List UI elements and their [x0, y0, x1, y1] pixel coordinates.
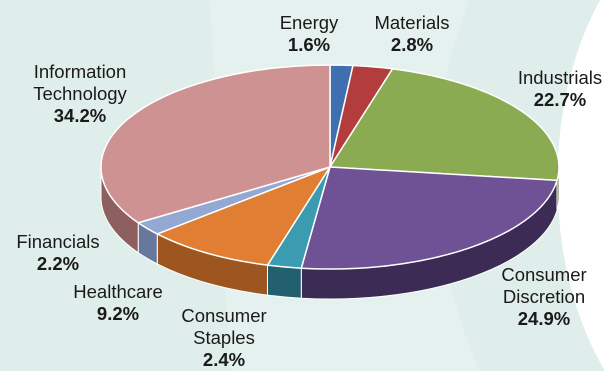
pie-top-layer	[100, 64, 560, 270]
slice-value-label: 9.2%	[97, 303, 139, 324]
slice-name-label: Information	[34, 61, 127, 82]
slice-name-label: Staples	[193, 327, 255, 348]
pie-slice-information-technology	[100, 64, 331, 224]
pie-side-layer	[100, 166, 560, 300]
slice-value-label: 2.8%	[391, 34, 433, 55]
slice-value-label: 22.7%	[534, 89, 586, 110]
slice-value-label: 1.6%	[288, 34, 330, 55]
slice-name-label: Healthcare	[73, 281, 162, 302]
pie-slice-industrials	[329, 68, 560, 182]
slice-name-label: Energy	[280, 12, 339, 33]
pie-side-consumer-staples	[266, 264, 302, 299]
slice-value-label: 24.9%	[518, 308, 570, 329]
slice-name-label: Discretion	[503, 286, 585, 307]
pie-slice-consumer-discretion	[300, 166, 558, 270]
pie-slice-healthcare	[156, 166, 331, 266]
slice-name-label: Materials	[374, 12, 449, 33]
slice-name-label: Industrials	[518, 67, 602, 88]
slice-value-label: 2.2%	[37, 253, 79, 274]
slice-name-label: Consumer	[501, 264, 586, 285]
slice-name-label: Consumer	[181, 305, 266, 326]
slice-value-label: 34.2%	[54, 105, 106, 126]
slice-name-label: Financials	[16, 231, 99, 252]
slice-value-label: 2.4%	[203, 349, 245, 370]
slice-name-label: Technology	[33, 83, 127, 104]
